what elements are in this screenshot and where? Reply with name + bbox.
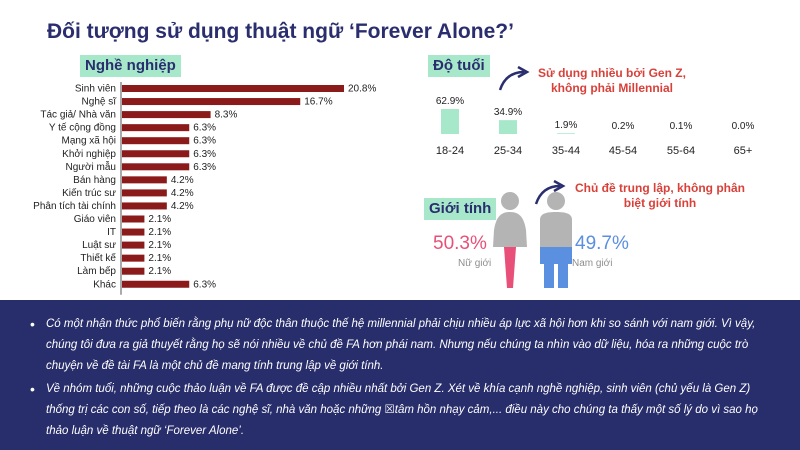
occupation-category-label: Luật sư: [82, 240, 116, 251]
occupation-value-label: 4.2%: [171, 188, 194, 199]
occupation-value-label: 16.7%: [304, 97, 332, 108]
occupation-bar: [122, 111, 211, 119]
age-bar: [557, 133, 575, 134]
female-torso-icon: [493, 212, 527, 247]
occupation-bar: [122, 241, 145, 249]
female-head-icon: [501, 192, 519, 210]
age-callout: Sử dụng nhiều bởi Gen Z, không phải Mill…: [536, 66, 688, 96]
age-category-label: 45-54: [609, 145, 637, 157]
female-percentage: 50.3%: [433, 233, 487, 254]
occupation-value-label: 20.8%: [348, 84, 376, 95]
male-percentage: 49.7%: [575, 233, 629, 254]
age-value-label: 0.1%: [670, 121, 693, 132]
age-callout-line: Sử dụng nhiều bởi Gen Z,: [538, 66, 686, 80]
male-right-leg-icon: [558, 262, 568, 288]
summary-paragraph: Có một nhận thức phổ biến rằng phụ nữ độ…: [28, 314, 770, 377]
gender-callout: Chủ đề trung lập, không phân biệt giới t…: [568, 181, 752, 211]
age-value-label: 0.2%: [612, 121, 635, 132]
page-title: Đối tượng sử dụng thuật ngữ ‘Forever Alo…: [47, 20, 514, 43]
occupation-bar: [122, 150, 190, 158]
occupation-bar: [122, 176, 167, 184]
age-bar: [441, 109, 459, 134]
occupation-value-label: 2.1%: [148, 266, 171, 277]
occupation-bar: [122, 189, 167, 197]
occupation-bar: [122, 254, 145, 262]
age-value-label: 0.0%: [732, 121, 755, 132]
age-category-label: 25-34: [494, 145, 522, 157]
occupation-value-label: 2.1%: [148, 253, 171, 264]
occupation-category-label: Nghệ sĩ: [82, 97, 118, 108]
occupation-value-label: 6.3%: [193, 136, 216, 147]
occupation-category-label: Làm bếp: [77, 265, 116, 277]
occupation-value-label: 6.3%: [193, 123, 216, 134]
occupation-value-label: 6.3%: [193, 149, 216, 160]
gender-figures: [493, 192, 572, 288]
occupation-category-label: Phân tích tài chính: [33, 201, 116, 212]
age-callout-arrow-icon: [498, 66, 530, 91]
age-value-label: 1.9%: [555, 120, 578, 131]
occupation-value-label: 4.2%: [171, 175, 194, 186]
gender-section-label: Giới tính: [424, 198, 497, 220]
occupation-value-label: 2.1%: [148, 240, 171, 251]
occupation-category-label: Khác: [93, 279, 116, 290]
occupation-bar: [122, 163, 190, 171]
age-callout-line: không phải Millennial: [550, 81, 673, 95]
occupation-bar: [122, 215, 145, 223]
occupation-bar: [122, 98, 301, 106]
age-section-label: Độ tuổi: [428, 55, 490, 77]
female-legs-icon: [504, 247, 516, 288]
age-value-label: 62.9%: [436, 96, 464, 107]
age-category-label: 18-24: [436, 145, 464, 157]
occupation-category-label: Giáo viên: [74, 214, 116, 225]
occupation-bar: [122, 202, 167, 210]
occupation-category-label: IT: [107, 227, 116, 238]
occupation-value-label: 2.1%: [148, 214, 171, 225]
occupation-bar: [122, 85, 344, 92]
age-bar: [499, 120, 517, 134]
male-hips-icon: [540, 247, 572, 264]
male-label: Nam giới: [572, 258, 613, 269]
female-label: Nữ giới: [458, 258, 492, 269]
gender-callout-line: Chủ đề trung lập, không phân: [575, 181, 745, 195]
age-category-label: 35-44: [552, 145, 580, 157]
occupation-category-label: Người mẫu: [66, 160, 117, 173]
gender-callout-line: biệt giới tính: [623, 196, 697, 210]
occupation-bar: [122, 280, 190, 288]
occupation-bar-chart: Sinh viên 20.8% Nghệ sĩ 16.7% Tác giả/ Nhà v…: [33, 82, 376, 295]
summary-panel: Có một nhận thức phổ biến rằng phụ nữ độ…: [0, 300, 800, 450]
occupation-bar: [122, 267, 145, 275]
summary-paragraph: Về nhóm tuổi, những cuộc thảo luận về FA…: [28, 379, 770, 442]
occupation-section-label: Nghề nghiệp: [80, 55, 181, 77]
occupation-category-label: Mạng xã hội: [62, 136, 116, 147]
occupation-category-label: Thiết kế: [80, 252, 116, 264]
occupation-category-label: Khởi nghiệp: [62, 148, 116, 160]
occupation-category-label: Kiến trúc sư: [62, 187, 116, 199]
occupation-category-label: Sinh viên: [75, 84, 116, 95]
male-head-icon: [547, 192, 565, 210]
occupation-bar: [122, 137, 190, 145]
age-category-label: 55-64: [667, 145, 695, 157]
age-value-label: 34.9%: [494, 107, 522, 118]
age-bar-chart: 62.9% 18-24 34.9% 25-34 1.9% 35-44 0.2% 45-54 0.…: [436, 96, 755, 157]
occupation-value-label: 4.2%: [171, 201, 194, 212]
occupation-value-label: 6.3%: [193, 162, 216, 173]
male-left-leg-icon: [544, 262, 554, 288]
occupation-bar: [122, 228, 145, 236]
age-category-label: 65+: [734, 145, 753, 157]
occupation-bar: [122, 124, 190, 132]
occupation-category-label: Tác giả/ Nhà văn: [40, 110, 116, 121]
occupation-category-label: Bán hàng: [73, 175, 116, 186]
male-torso-icon: [540, 212, 572, 247]
occupation-value-label: 8.3%: [215, 110, 238, 121]
occupation-value-label: 6.3%: [193, 279, 216, 290]
occupation-value-label: 2.1%: [148, 227, 171, 238]
occupation-category-label: Y tế cộng đồng: [49, 122, 116, 134]
gender-callout-arrow-icon: [534, 180, 566, 205]
